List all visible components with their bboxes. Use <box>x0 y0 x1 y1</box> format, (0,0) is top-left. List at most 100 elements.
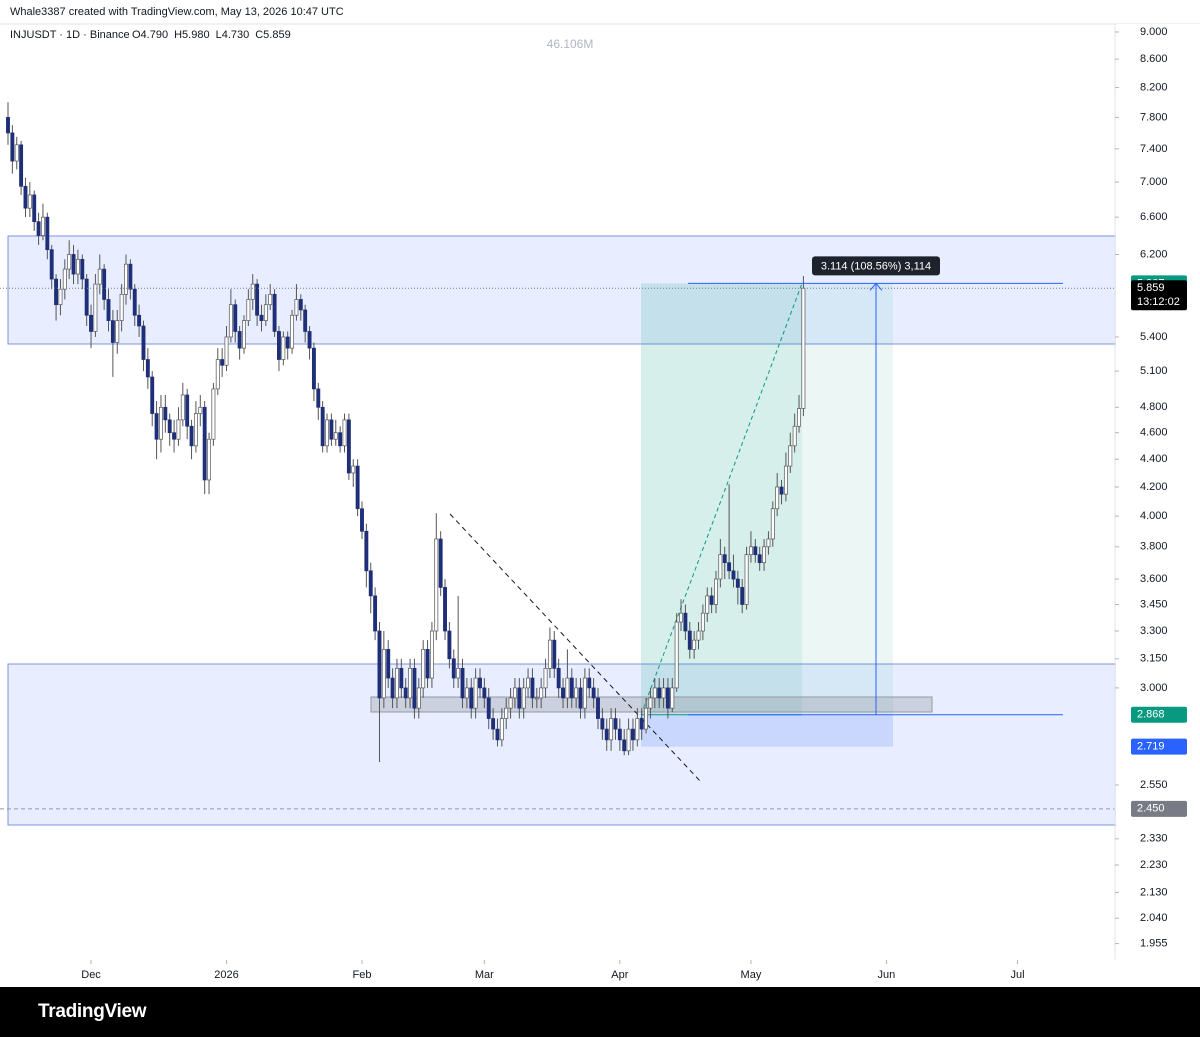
candle-body <box>80 258 85 280</box>
candle-body <box>482 687 487 699</box>
candle-body <box>124 263 128 295</box>
y-axis: 9.000 8.600 8.200 7.800 7.400 7.000 6.600 6.200… <box>1115 26 1168 949</box>
candle-body <box>49 249 54 280</box>
countdown: 13:12:02 <box>1137 296 1180 308</box>
candle-body <box>556 667 561 689</box>
candle-body <box>259 314 264 321</box>
candle-body <box>395 667 399 699</box>
candle-body <box>718 554 723 580</box>
candle-body <box>775 486 780 510</box>
candle-body <box>762 546 767 564</box>
candle-body <box>596 697 600 719</box>
candle-body <box>150 376 155 414</box>
x-tick-label: Jun <box>878 969 896 981</box>
candle-body <box>447 630 452 660</box>
candle-body <box>574 687 579 699</box>
y-tick-label: 2.130 <box>1140 886 1168 898</box>
y-tick-label: 2.330 <box>1140 833 1168 845</box>
candle-body <box>679 612 683 623</box>
candle-body <box>513 687 517 699</box>
candle-body <box>460 667 465 699</box>
candle-body <box>294 299 299 316</box>
candle-body <box>272 293 277 332</box>
candle-body <box>167 419 172 434</box>
candle-body <box>665 687 670 709</box>
brand: TradingView <box>38 1001 147 1022</box>
candle-body <box>783 465 788 495</box>
candle-body <box>255 283 260 316</box>
candle-body <box>220 359 225 366</box>
candle-body <box>19 144 24 187</box>
candle-body <box>753 546 758 556</box>
candle-body <box>377 630 382 699</box>
candle-body <box>128 263 133 290</box>
candle-body <box>93 283 98 332</box>
candle-body <box>27 194 32 209</box>
candle-body <box>587 677 592 689</box>
candle-body <box>97 268 102 285</box>
candle-body <box>504 707 509 719</box>
candle-body <box>687 630 692 650</box>
candle-body <box>189 425 194 447</box>
candle-body <box>10 132 15 162</box>
candle-body <box>797 408 801 427</box>
candle-body <box>71 254 76 275</box>
candle-body <box>779 486 784 495</box>
candle-body <box>237 331 242 349</box>
candle-body <box>333 432 338 440</box>
candle-body <box>421 649 426 689</box>
candle-body <box>390 677 395 699</box>
candle-body <box>622 739 627 752</box>
candle-body <box>320 406 325 447</box>
candle-body <box>399 667 404 689</box>
candle-body <box>429 630 434 679</box>
y-tick-label: 3.150 <box>1140 653 1168 665</box>
price-label: 5.859 <box>1137 282 1165 294</box>
credit: Whale3387 created with TradingView.com, … <box>10 6 344 18</box>
candle-body <box>132 288 137 316</box>
candle-body <box>617 728 622 741</box>
candle-body <box>652 687 657 699</box>
candle-body <box>159 406 163 440</box>
candle-body <box>735 578 740 588</box>
candle-body <box>163 406 168 421</box>
candle-body <box>757 554 762 564</box>
candle-body <box>604 728 609 741</box>
candle-body <box>495 728 500 741</box>
y-tick-label: 4.000 <box>1140 510 1168 522</box>
candle-body <box>749 546 753 556</box>
candle-body <box>683 612 688 632</box>
candle-body <box>386 649 391 679</box>
x-tick-label: May <box>741 969 762 981</box>
candle-body <box>547 639 552 669</box>
candle-body <box>211 388 216 440</box>
candle-body <box>32 194 37 223</box>
candle-body <box>578 687 583 709</box>
overlay: 3.114 (108.56%) 3,114 <box>0 256 1115 810</box>
candle-body <box>526 677 531 689</box>
candle-body <box>89 314 93 332</box>
candle-body <box>154 413 159 440</box>
y-tick-label: 6.600 <box>1140 211 1168 223</box>
stop-zone <box>641 714 893 747</box>
candle-body <box>172 432 177 440</box>
candle-body <box>368 570 373 597</box>
candle-body <box>696 630 701 641</box>
candle-body <box>281 336 286 360</box>
measure-label: 3.114 (108.56%) 3,114 <box>821 260 931 272</box>
candle-body <box>709 595 714 605</box>
price-label-box <box>1131 280 1187 311</box>
measure-label-box <box>812 256 940 276</box>
candle-body <box>14 144 19 162</box>
candle-body <box>565 677 570 699</box>
candle-body <box>373 595 378 632</box>
candle-body <box>41 216 45 236</box>
candle-body <box>346 419 351 474</box>
candle-body <box>23 185 28 209</box>
price-label: 2.868 <box>1137 709 1165 721</box>
candle-body <box>626 728 631 752</box>
candle-body <box>298 299 303 311</box>
y-tick-label: 1.955 <box>1140 937 1168 949</box>
measure-arrowhead <box>869 282 883 291</box>
candle-body <box>54 278 59 306</box>
